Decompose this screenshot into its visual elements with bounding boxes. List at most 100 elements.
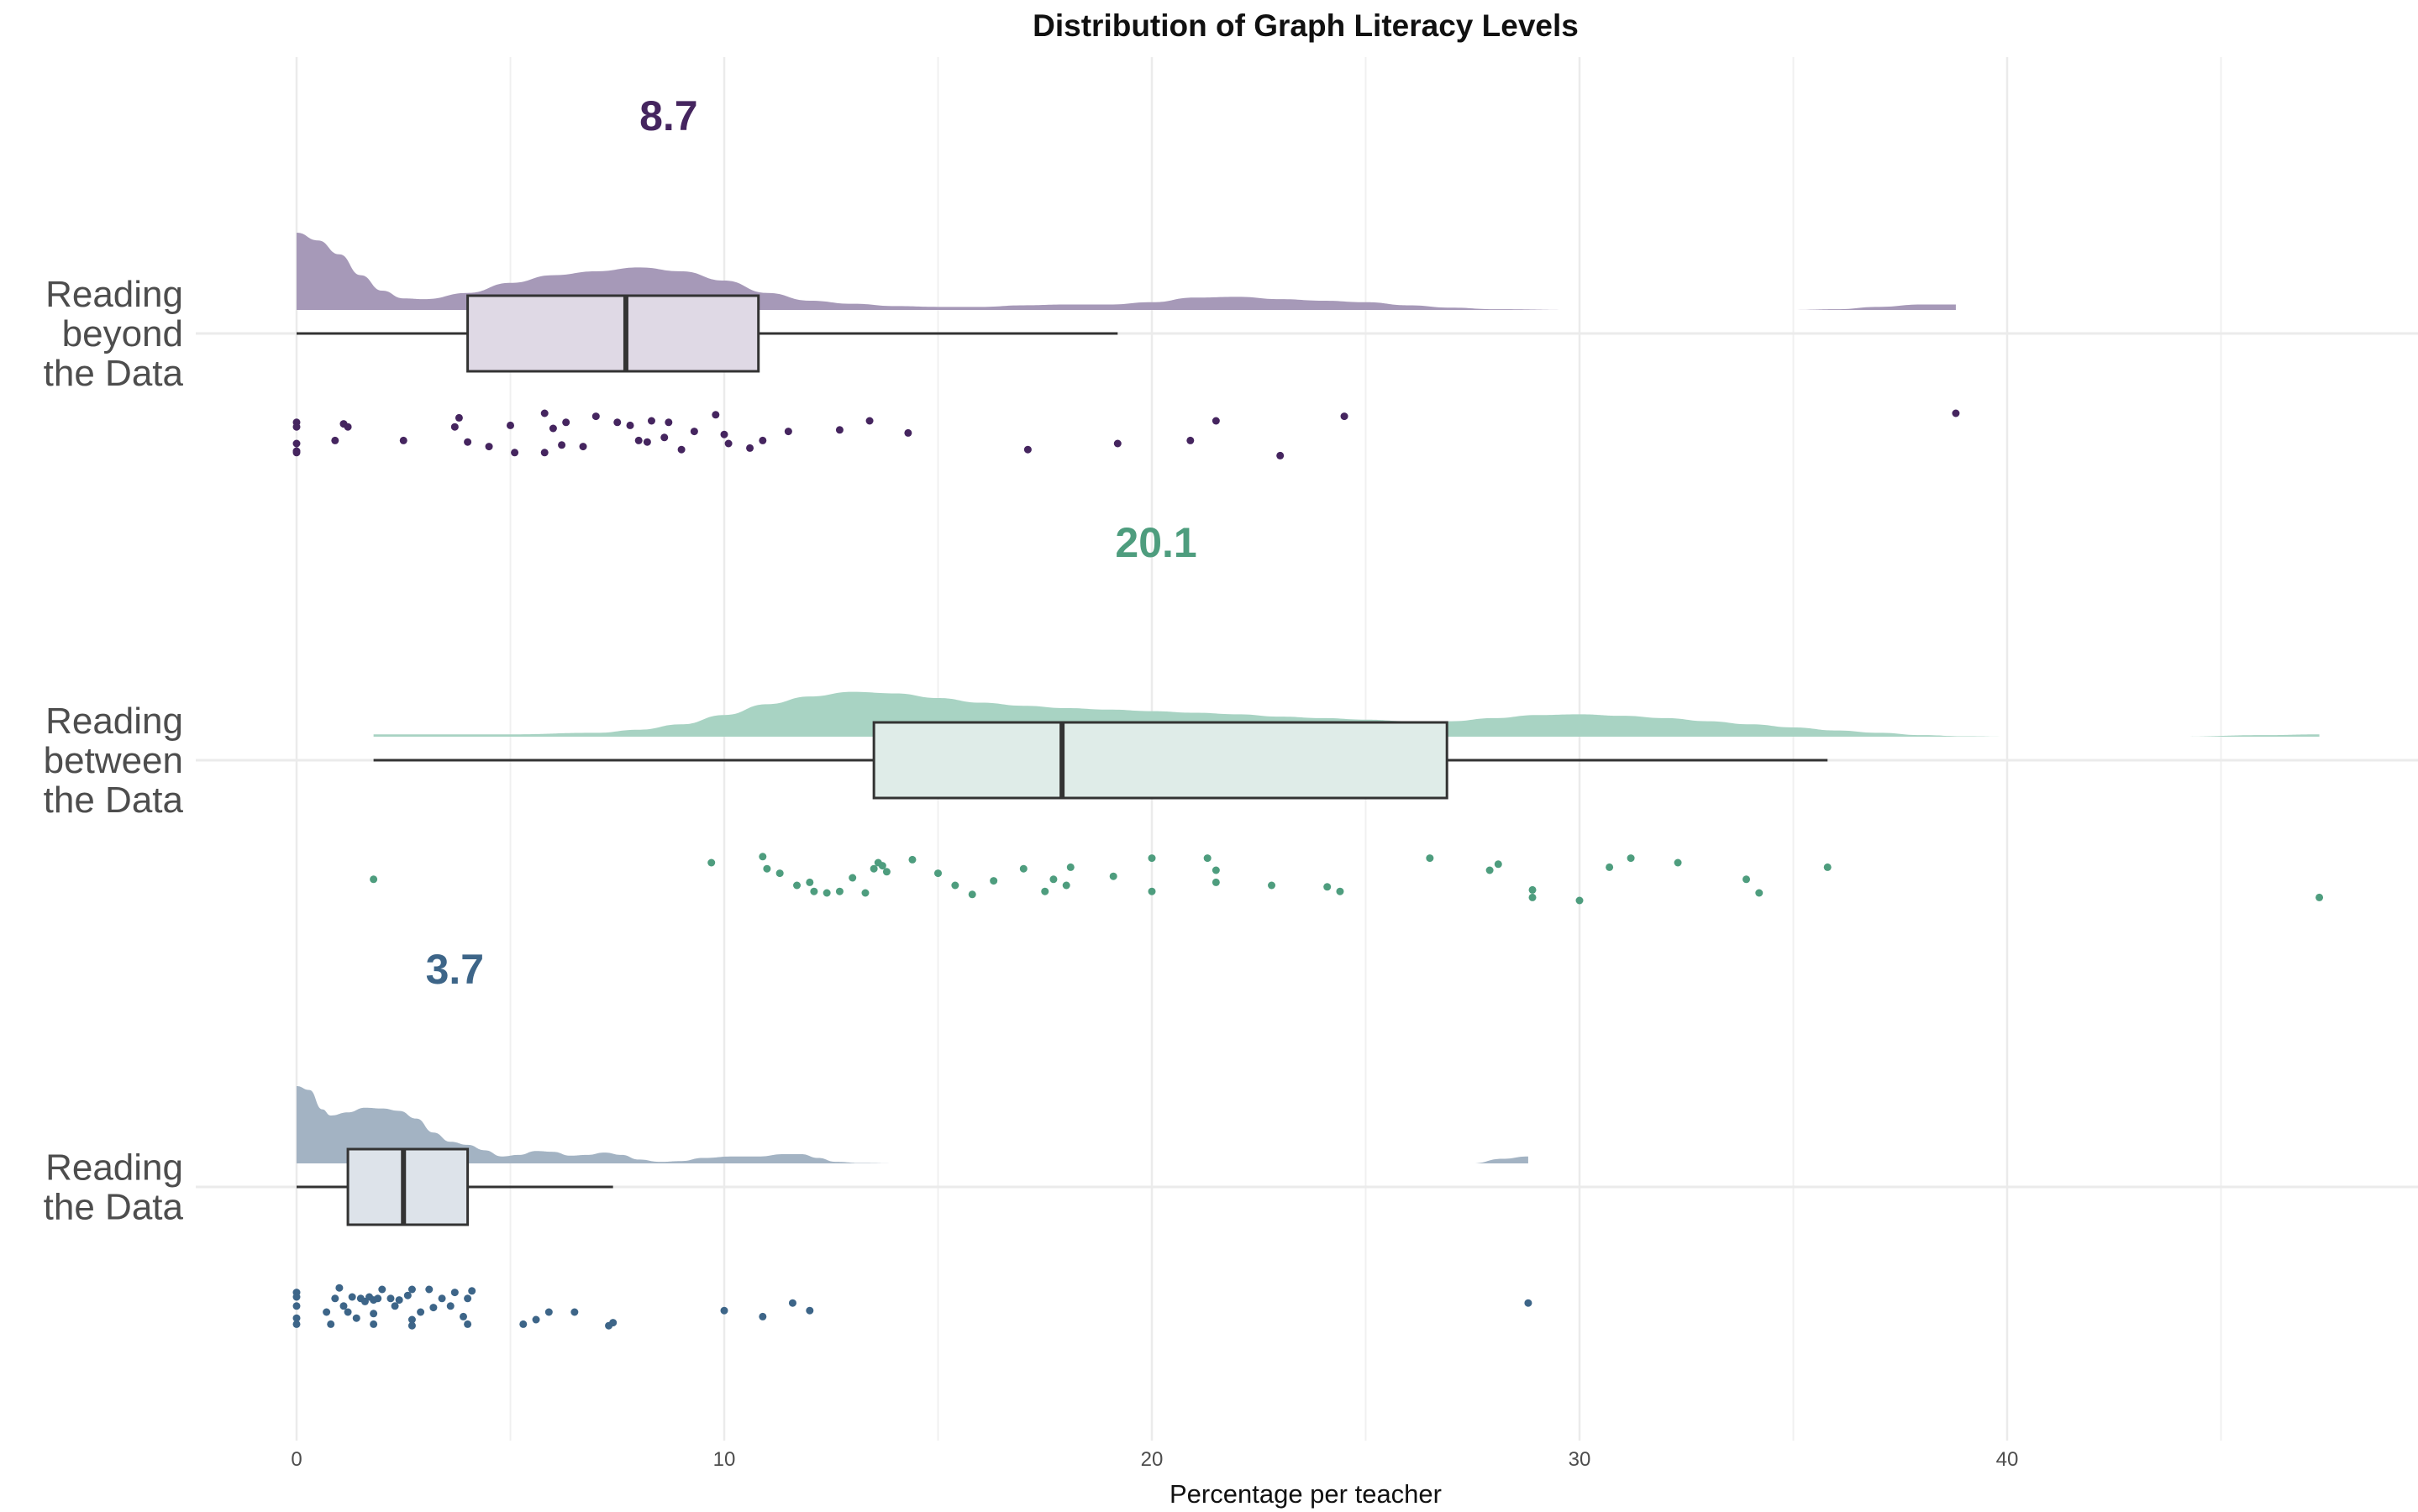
rain-point xyxy=(1755,889,1764,897)
rain-point xyxy=(870,864,878,873)
x-tick-label: 20 xyxy=(1141,1448,1164,1471)
x-tick-label: 0 xyxy=(291,1448,302,1471)
rain-point xyxy=(292,439,301,448)
rain-point xyxy=(540,409,549,417)
rain-point xyxy=(1212,878,1220,886)
rain-point xyxy=(1276,451,1285,459)
rain-point xyxy=(1528,885,1537,894)
rain-point xyxy=(292,1314,301,1322)
x-tick-label: 30 xyxy=(1569,1448,1591,1471)
rain-point xyxy=(1186,436,1195,444)
rain-point xyxy=(626,421,634,429)
rain-point xyxy=(464,438,472,446)
rain-point xyxy=(968,890,976,899)
rain-point xyxy=(1426,854,1434,863)
rain-point xyxy=(1041,887,1049,895)
rain-point xyxy=(712,411,720,419)
rain-point xyxy=(1109,872,1117,880)
rain-point xyxy=(540,449,549,457)
chart-title: Distribution of Graph Literacy Levels xyxy=(1033,8,1579,43)
rain-point xyxy=(450,423,459,431)
rain-point xyxy=(759,1312,767,1320)
rain-point xyxy=(1148,887,1156,895)
rain-point xyxy=(399,436,407,444)
rain-point xyxy=(878,862,886,870)
rain-point xyxy=(1336,887,1344,895)
rain-point xyxy=(292,449,301,457)
rain-point xyxy=(806,1306,814,1315)
rain-point xyxy=(544,1308,553,1316)
rain-point xyxy=(485,443,493,451)
rain-point xyxy=(1019,864,1028,873)
rain-point xyxy=(468,1287,476,1295)
rain-point xyxy=(1952,409,1960,417)
rain-point xyxy=(562,418,570,427)
rain-point xyxy=(759,853,767,861)
rain-point xyxy=(759,436,767,444)
rain-point xyxy=(370,875,378,884)
rain-point xyxy=(882,868,891,876)
rain-point xyxy=(660,433,669,442)
rain-point xyxy=(1823,863,1832,871)
x-tick-label: 40 xyxy=(1996,1448,2019,1471)
rain-point xyxy=(1494,860,1502,869)
rain-point xyxy=(438,1294,446,1303)
rain-point xyxy=(558,441,566,449)
rain-point xyxy=(511,449,519,457)
box-iqr xyxy=(466,294,760,373)
rain-point xyxy=(904,428,912,437)
rain-point xyxy=(292,423,301,431)
rain-point xyxy=(835,887,844,895)
rain-point xyxy=(339,1302,348,1310)
rain-point xyxy=(450,1289,459,1297)
rain-point xyxy=(788,1299,796,1307)
rain-point xyxy=(1743,875,1751,884)
density-cloud xyxy=(297,233,1956,310)
rain-point xyxy=(1066,863,1075,871)
rain-point xyxy=(519,1320,528,1328)
rain-point xyxy=(335,1284,344,1292)
rain-point xyxy=(1148,854,1156,863)
rain-point xyxy=(407,1315,416,1324)
rain-point xyxy=(1212,417,1220,425)
rain-point xyxy=(429,1304,438,1312)
rain-point xyxy=(665,418,673,427)
rain-point xyxy=(386,1294,395,1303)
rain-point xyxy=(1575,896,1584,905)
rain-point xyxy=(374,1294,382,1303)
rain-point xyxy=(579,443,587,451)
rain-point xyxy=(1674,858,1682,867)
rain-point xyxy=(934,869,942,878)
rain-point xyxy=(549,424,557,433)
rain-point xyxy=(1049,875,1058,884)
rain-point xyxy=(344,423,352,431)
rain-point xyxy=(1268,881,1276,890)
rain-point xyxy=(1485,866,1494,874)
box-iqr xyxy=(872,721,1448,800)
plot-layers: 8.7 20.1 3.7 xyxy=(292,92,2324,1330)
rain-point xyxy=(460,1312,468,1320)
category-label: Reading the Data xyxy=(44,1147,184,1228)
rain-point xyxy=(1323,883,1332,891)
rain-point xyxy=(690,428,698,436)
rain-point xyxy=(407,1321,416,1330)
rain-point xyxy=(570,1308,579,1316)
rain-point xyxy=(724,439,733,448)
rain-point xyxy=(613,418,622,427)
rain-point xyxy=(292,1293,301,1301)
rain-point xyxy=(532,1315,540,1324)
rain-point xyxy=(370,1310,378,1318)
rain-point xyxy=(951,881,959,890)
rain-point xyxy=(861,889,870,897)
box-iqr xyxy=(346,1147,470,1226)
rain-point xyxy=(417,1308,425,1316)
mean-label: 20.1 xyxy=(1115,519,1196,566)
rain-point xyxy=(1340,412,1348,421)
mean-label: 8.7 xyxy=(639,92,698,139)
rain-point xyxy=(810,887,818,895)
category-label: Reading beyond the Data xyxy=(44,274,184,394)
rain-point xyxy=(464,1320,472,1328)
rain-point xyxy=(1113,439,1122,448)
rain-point xyxy=(647,417,655,425)
